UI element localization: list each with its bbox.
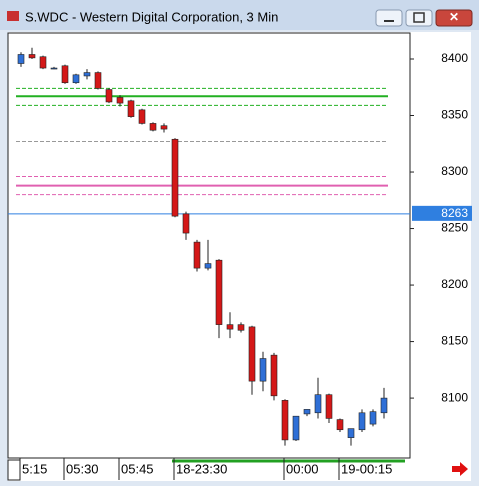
y-tick-label: 8400 [441, 51, 468, 65]
candle-body [171, 138, 179, 217]
candle-body [204, 263, 212, 269]
maximize-icon [413, 12, 425, 23]
candle-body [83, 72, 91, 77]
y-tick-label: 8250 [441, 221, 468, 235]
x-tick-label: 5:15 [22, 461, 47, 476]
candle-body [61, 65, 69, 84]
minimize-button[interactable] [375, 9, 403, 27]
close-icon: ✕ [449, 10, 459, 24]
current-price-box [412, 205, 472, 221]
candle-body [248, 326, 256, 382]
candle-body [380, 397, 388, 414]
candle-body [303, 409, 311, 415]
candle-body [127, 100, 135, 117]
candle-body [94, 72, 102, 89]
x-tick-label: 00:00 [286, 461, 319, 476]
candle-body [292, 415, 300, 441]
candle-body [358, 412, 366, 431]
candle-body [237, 324, 245, 331]
candle-body [116, 97, 124, 104]
candle-body [226, 324, 234, 330]
candle-body [160, 125, 168, 130]
candle-body [105, 89, 113, 103]
scroll-arrow[interactable] [452, 462, 468, 476]
candle-body [336, 419, 344, 431]
maximize-button[interactable] [405, 9, 433, 27]
candle-body [314, 394, 322, 414]
x-tick-label: 18-23:30 [176, 461, 227, 476]
close-button[interactable] [435, 9, 473, 27]
x-tick-label: 05:30 [66, 461, 99, 476]
candle-body [347, 428, 355, 438]
candle-body [215, 259, 223, 325]
y-tick-label: 8150 [441, 334, 468, 348]
current-price-label: 8263 [441, 206, 468, 220]
y-tick-label: 8350 [441, 108, 468, 122]
candle-body [50, 67, 58, 70]
candle-body [325, 394, 333, 419]
candle-body [281, 400, 289, 441]
y-tick-label: 8100 [441, 390, 468, 404]
candle-body [193, 241, 201, 269]
candle-body [39, 56, 47, 69]
x-tick-label: 19-00:15 [341, 461, 392, 476]
candle-body [270, 354, 278, 397]
y-tick-label: 8300 [441, 164, 468, 178]
candle-body [259, 358, 267, 382]
scroll-box[interactable] [7, 459, 21, 481]
plot-frame [7, 32, 411, 459]
window-title: S.WDC - Western Digital Corporation, 3 M… [25, 9, 278, 24]
candle-body [72, 74, 80, 84]
candle-body [369, 411, 377, 425]
y-tick-label: 8200 [441, 277, 468, 291]
candle-body [28, 54, 36, 59]
x-tick-label: 05:45 [121, 461, 154, 476]
candle-body [182, 213, 190, 234]
app-icon [7, 11, 19, 21]
candle-body [138, 109, 146, 124]
candle-body [149, 123, 157, 131]
candle-body [17, 54, 25, 64]
